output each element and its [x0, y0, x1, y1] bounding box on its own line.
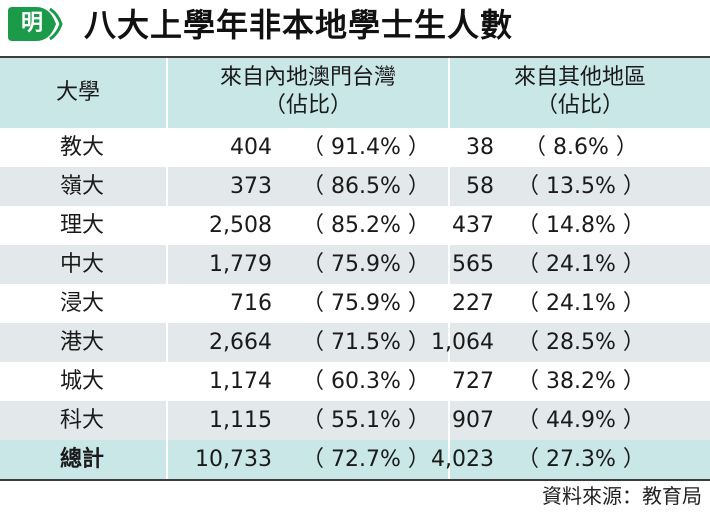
header-label-university: 大學: [56, 80, 101, 105]
header-cell-other: 來自其他地區 （佔比）: [448, 58, 710, 128]
university-name: 理大: [60, 213, 105, 238]
page-title: 八大上學年非本地學士生人數: [84, 6, 514, 44]
university-name: 城大: [60, 369, 105, 394]
university-name: 浸大: [60, 291, 105, 316]
total-other-count: 4,023: [431, 447, 494, 472]
mainland-share: （ 85.2% ）: [302, 213, 430, 238]
other-count: 1,064: [431, 330, 494, 355]
table-row: 科大 1,115 （ 55.1% ） 907 （ 44.9% ）: [0, 401, 710, 440]
header-label-mainland: 來自內地澳門台灣 （佔比）: [168, 58, 448, 120]
header-label-other: 來自其他地區 （佔比）: [450, 58, 710, 120]
other-count: 437: [452, 213, 494, 238]
other-share: （ 24.1% ）: [517, 291, 645, 316]
table-row: 浸大 716 （ 75.9% ） 227 （ 24.1% ）: [0, 284, 710, 323]
mainland-count: 1,174: [209, 369, 272, 394]
other-share: （ 14.8% ）: [517, 213, 645, 238]
other-count: 727: [452, 369, 494, 394]
other-share: （ 44.9% ）: [517, 408, 645, 433]
other-share: （ 38.2% ）: [517, 369, 645, 394]
header-other-line2: （佔比）: [535, 93, 624, 118]
source-note: 資料來源：教育局: [542, 484, 702, 508]
mainland-share: （ 75.9% ）: [302, 252, 430, 277]
total-mainland-count: 10,733: [195, 447, 272, 472]
table-row: 嶺大 373 （ 86.5% ） 58 （ 13.5% ）: [0, 167, 710, 206]
other-share: （ 24.1% ）: [517, 252, 645, 277]
other-share: （ 8.6% ）: [524, 135, 638, 160]
total-mainland-share: （ 72.7% ）: [302, 447, 430, 472]
university-name: 教大: [60, 135, 105, 160]
mainland-count: 373: [230, 174, 272, 199]
table-total-row: 總計 10,733 （ 72.7% ） 4,023 （ 27.3% ）: [0, 440, 710, 479]
header-mainland-line2: （佔比）: [263, 93, 352, 118]
other-share: （ 13.5% ）: [517, 174, 645, 199]
header: 明 八大上學年非本地學士生人數: [0, 0, 710, 56]
header-mainland-line1: 來自內地澳門台灣: [219, 65, 396, 90]
header-other-line1: 來自其他地區: [513, 65, 646, 90]
university-name: 中大: [60, 252, 105, 277]
mainland-share: （ 55.1% ）: [302, 408, 430, 433]
mainland-share: （ 71.5% ）: [302, 330, 430, 355]
ming-pao-logo: 明: [6, 5, 66, 43]
other-count: 58: [466, 174, 494, 199]
logo-badge-icon: [8, 7, 63, 41]
header-cell-mainland: 來自內地澳門台灣 （佔比）: [166, 58, 448, 128]
university-name: 港大: [60, 330, 105, 355]
total-label: 總計: [60, 447, 105, 472]
table-row: 理大 2,508 （ 85.2% ） 437 （ 14.8% ）: [0, 206, 710, 245]
mainland-share: （ 91.4% ）: [302, 135, 430, 160]
mainland-share: （ 75.9% ）: [302, 291, 430, 316]
table-header-row: 大學 來自內地澳門台灣 （佔比） 來自其他地區 （佔比）: [0, 58, 710, 128]
mainland-count: 716: [230, 291, 272, 316]
other-count: 227: [452, 291, 494, 316]
other-count: 907: [452, 408, 494, 433]
header-cell-university: 大學: [0, 58, 166, 128]
mainland-count: 2,508: [209, 213, 272, 238]
data-table: 大學 來自內地澳門台灣 （佔比） 來自其他地區 （佔比） 教大 404 （ 91.…: [0, 56, 710, 481]
other-count: 565: [452, 252, 494, 277]
other-count: 38: [466, 135, 494, 160]
mainland-count: 1,779: [209, 252, 272, 277]
table-row: 城大 1,174 （ 60.3% ） 727 （ 38.2% ）: [0, 362, 710, 401]
university-name: 嶺大: [60, 174, 105, 199]
other-share: （ 28.5% ）: [517, 330, 645, 355]
mainland-count: 2,664: [209, 330, 272, 355]
mainland-share: （ 86.5% ）: [302, 174, 430, 199]
mainland-count: 404: [230, 135, 272, 160]
table-row: 中大 1,779 （ 75.9% ） 565 （ 24.1% ）: [0, 245, 710, 284]
total-other-share: （ 27.3% ）: [517, 447, 645, 472]
university-name: 科大: [60, 408, 105, 433]
mainland-share: （ 60.3% ）: [302, 369, 430, 394]
table-row: 港大 2,664 （ 71.5% ） 1,064 （ 28.5% ）: [0, 323, 710, 362]
mainland-count: 1,115: [209, 408, 272, 433]
table-row: 教大 404 （ 91.4% ） 38 （ 8.6% ）: [0, 128, 710, 167]
logo-text: 明: [20, 11, 43, 36]
